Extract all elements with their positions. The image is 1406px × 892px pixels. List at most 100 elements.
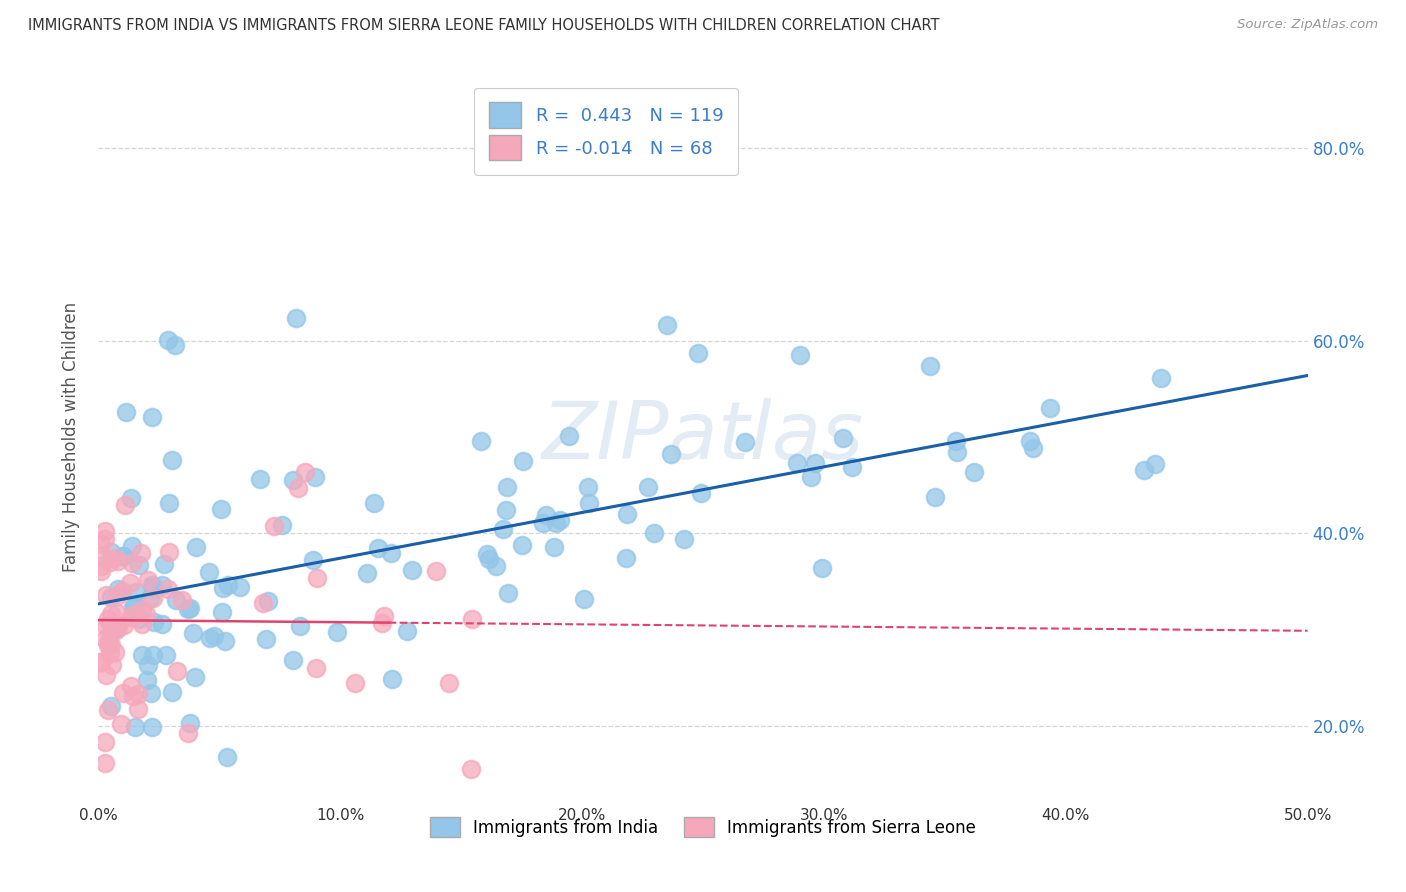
Point xyxy=(209,502,232,516)
Point xyxy=(1132,463,1154,477)
Point xyxy=(478,552,501,566)
Point xyxy=(90,537,112,551)
Point xyxy=(655,318,678,332)
Point xyxy=(124,720,146,734)
Point xyxy=(1019,434,1042,448)
Point xyxy=(160,453,183,467)
Point xyxy=(94,524,117,538)
Point xyxy=(111,583,134,598)
Point xyxy=(363,496,385,510)
Point xyxy=(139,686,162,700)
Point xyxy=(107,620,129,634)
Point xyxy=(105,621,128,635)
Point xyxy=(800,470,823,484)
Text: IMMIGRANTS FROM INDIA VS IMMIGRANTS FROM SIERRA LEONE FAMILY HOUSEHOLDS WITH CHI: IMMIGRANTS FROM INDIA VS IMMIGRANTS FROM… xyxy=(28,18,939,33)
Point xyxy=(510,538,533,552)
Point xyxy=(945,444,967,458)
Point xyxy=(803,456,825,470)
Point xyxy=(304,470,326,484)
Point xyxy=(181,625,204,640)
Point xyxy=(90,558,112,573)
Point xyxy=(254,632,277,647)
Point xyxy=(142,580,165,594)
Point xyxy=(122,607,145,622)
Point xyxy=(786,456,808,470)
Point xyxy=(963,466,986,480)
Point xyxy=(495,503,517,517)
Point xyxy=(121,556,143,570)
Point xyxy=(97,612,120,626)
Point xyxy=(98,555,121,569)
Point xyxy=(135,607,157,622)
Point xyxy=(477,547,499,561)
Point xyxy=(112,549,135,564)
Point xyxy=(90,655,112,669)
Point xyxy=(139,591,162,606)
Point xyxy=(543,540,565,554)
Point xyxy=(637,480,659,494)
Point xyxy=(94,734,117,748)
Point xyxy=(343,675,366,690)
Point xyxy=(94,619,117,633)
Point xyxy=(157,545,180,559)
Point xyxy=(94,756,117,770)
Point xyxy=(356,566,378,581)
Point xyxy=(120,491,142,506)
Point xyxy=(214,633,236,648)
Point xyxy=(212,582,235,596)
Point xyxy=(127,702,149,716)
Point xyxy=(90,564,112,578)
Point xyxy=(285,310,308,325)
Point xyxy=(202,629,225,643)
Point xyxy=(157,582,180,597)
Point xyxy=(94,588,117,602)
Point xyxy=(734,435,756,450)
Point xyxy=(98,617,121,632)
Point xyxy=(155,648,177,662)
Point xyxy=(97,638,120,652)
Point xyxy=(112,617,135,632)
Point xyxy=(371,615,394,630)
Point xyxy=(558,428,581,442)
Text: ZIPatlas: ZIPatlas xyxy=(541,398,865,476)
Point xyxy=(177,601,200,615)
Point xyxy=(97,703,120,717)
Point xyxy=(576,480,599,494)
Point xyxy=(302,553,325,567)
Point xyxy=(100,590,122,604)
Point xyxy=(107,554,129,568)
Point xyxy=(150,616,173,631)
Point xyxy=(184,540,207,554)
Point xyxy=(121,539,143,553)
Point xyxy=(103,550,125,565)
Point xyxy=(281,473,304,487)
Point xyxy=(270,518,292,533)
Point xyxy=(673,532,696,546)
Point xyxy=(136,573,159,587)
Point xyxy=(256,594,278,608)
Point xyxy=(396,624,419,638)
Point xyxy=(217,750,239,764)
Point xyxy=(96,668,118,682)
Point xyxy=(100,607,122,622)
Point xyxy=(104,645,127,659)
Point xyxy=(495,480,517,494)
Point xyxy=(160,685,183,699)
Point xyxy=(157,496,180,510)
Point xyxy=(131,616,153,631)
Point xyxy=(141,577,163,591)
Point xyxy=(211,605,233,619)
Point xyxy=(307,571,329,585)
Point xyxy=(1150,371,1173,385)
Point xyxy=(172,592,194,607)
Point xyxy=(153,557,176,571)
Point xyxy=(118,576,141,591)
Point xyxy=(288,619,311,633)
Point xyxy=(1144,457,1167,471)
Point xyxy=(1022,441,1045,455)
Point xyxy=(115,405,138,419)
Point xyxy=(578,496,600,510)
Point xyxy=(131,648,153,662)
Point xyxy=(120,679,142,693)
Point xyxy=(550,513,572,527)
